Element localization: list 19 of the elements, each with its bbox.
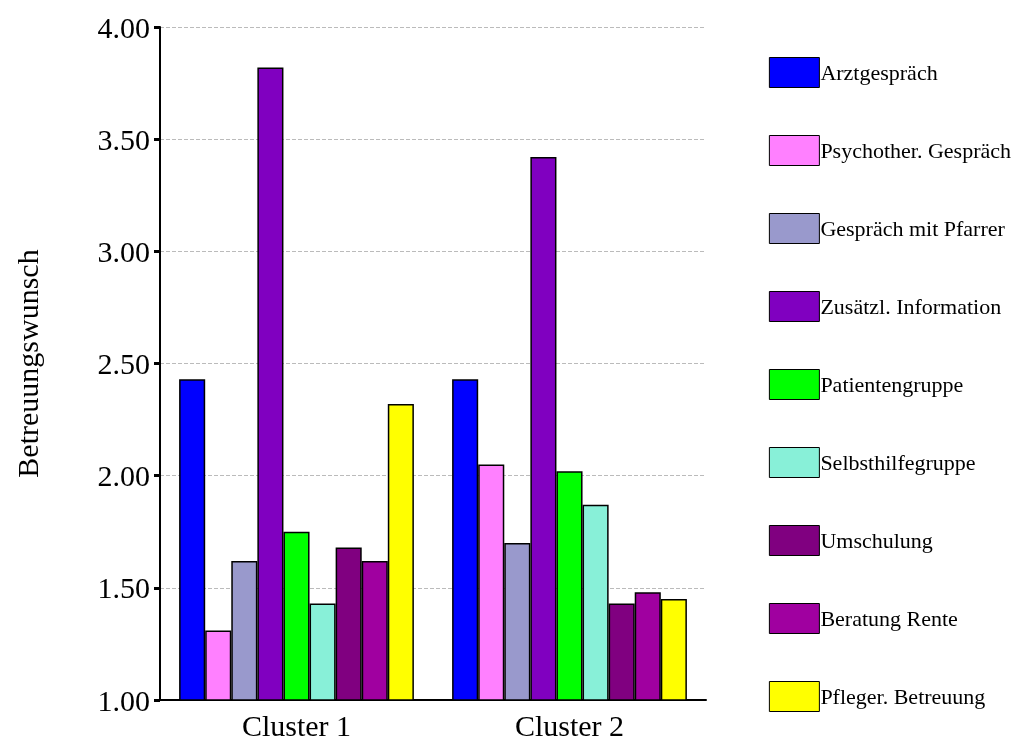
- y-axis-title: Betreuungswunsch: [10, 249, 44, 478]
- x-tick-label: Cluster 2: [514, 708, 625, 742]
- y-tick-label: 1.50: [97, 571, 150, 605]
- y-tick-label: 4.00: [97, 10, 150, 44]
- x-tick-label: Cluster 1: [241, 708, 352, 742]
- legend-label: Psychother. Gespräch: [820, 138, 1011, 163]
- legend-label: Zusätzl. Information: [820, 294, 1002, 319]
- y-tick-label: 3.50: [97, 122, 150, 156]
- legend-label: Selbsthilfegruppe: [820, 450, 976, 475]
- legend-label: Arztgespräch: [820, 60, 938, 85]
- y-tick-label: 2.00: [97, 459, 150, 493]
- legend-label: Patientengruppe: [820, 372, 964, 397]
- legend-label: Beratung Rente: [820, 606, 958, 631]
- legend-label: Pfleger. Betreuung: [820, 684, 986, 709]
- y-tick-label: 2.50: [97, 347, 150, 380]
- y-tick-label: 1.00: [97, 683, 150, 717]
- legend-label: Gespräch mit Pfarrer: [820, 216, 1006, 241]
- y-tick-label: 3.00: [97, 234, 150, 268]
- legend-label: Umschulung: [820, 528, 933, 553]
